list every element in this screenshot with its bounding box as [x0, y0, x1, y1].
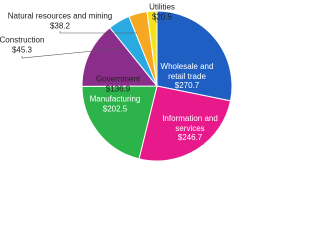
value-label: $136.9	[105, 84, 131, 93]
slice-label: Manufacturing $202.5	[85, 95, 145, 114]
value-label: $45.3	[11, 45, 33, 54]
category-label: Government	[95, 74, 141, 84]
leader-line	[153, 11, 162, 23]
slice-label: Government $136.9	[88, 75, 148, 94]
category-label: Utilities	[149, 2, 175, 12]
value-label: $246.7	[177, 132, 203, 142]
leader-line	[59, 31, 137, 34]
pie-slice	[81, 85, 158, 160]
slices	[81, 10, 233, 162]
pie-slice	[156, 10, 233, 102]
slice-label: Natural resources and mining $38.2	[0, 12, 125, 31]
value-label: $38.2	[49, 21, 71, 30]
value-label: $270.7	[174, 80, 200, 90]
pie-slice	[146, 10, 158, 87]
leader-line	[21, 47, 125, 59]
slice-label: Construction $45.3	[0, 36, 47, 55]
category-label: Natural resources and mining	[7, 11, 113, 21]
category-label: Construction	[0, 35, 45, 45]
pie-chart	[21, 10, 233, 162]
slice-label: Information and services $246.7	[161, 114, 219, 143]
slice-label: Wholesale and retail trade $270.7	[156, 62, 218, 91]
category-label: Information and services	[162, 113, 218, 133]
slice-label: Utilities $20.5	[142, 3, 182, 22]
category-label: Manufacturing	[89, 94, 141, 104]
pie-slice	[81, 26, 159, 87]
pie-slice	[138, 85, 232, 162]
chart: Wholesale and retail trade $270.7 Informat…	[0, 3, 233, 162]
category-label: Wholesale and retail trade	[160, 61, 214, 81]
value-label: $202.5	[102, 104, 128, 113]
value-label: $20.5	[151, 12, 173, 21]
